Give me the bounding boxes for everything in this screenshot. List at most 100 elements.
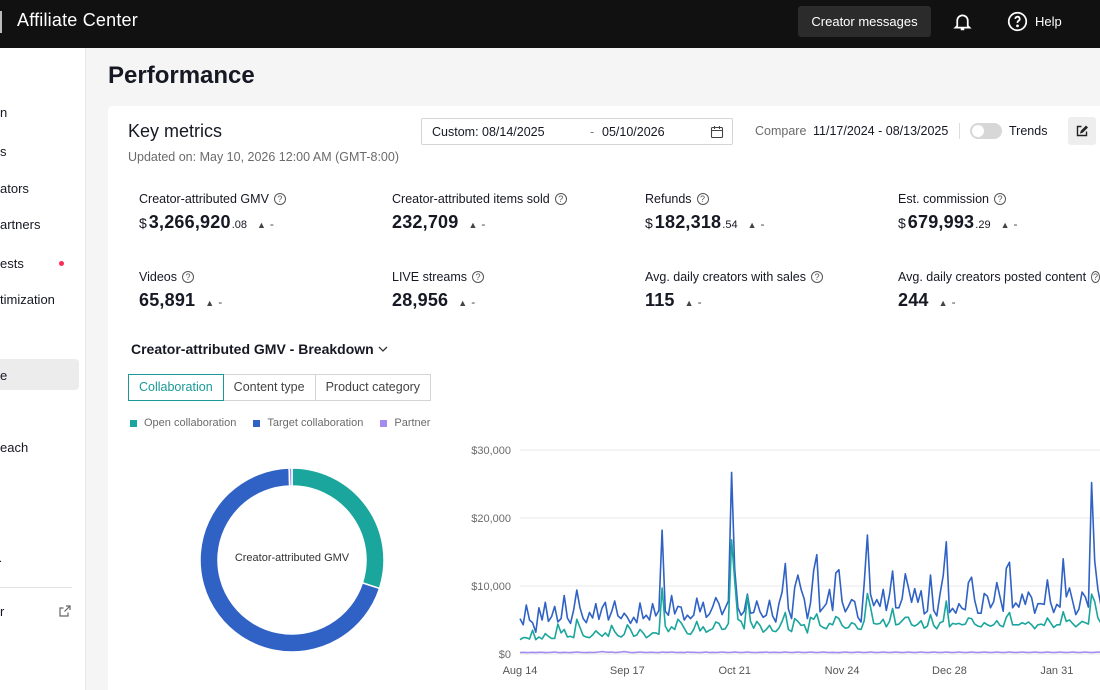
chart-legend: Open collaboration Target collaboration … — [130, 417, 447, 429]
trend-up-icon: ▲ — [938, 298, 948, 308]
metric-label: Refunds — [645, 192, 692, 206]
x-tick-label: Aug 14 — [503, 665, 538, 677]
sidebar-item[interactable]: r — [0, 604, 5, 619]
sidebar-item-active[interactable]: e — [0, 368, 8, 383]
metric-label: LIVE streams — [392, 270, 468, 284]
help-circle-icon[interactable] — [1007, 11, 1028, 32]
sidebar-item[interactable]: ests — [0, 256, 24, 271]
sidebar-item[interactable]: s — [0, 144, 7, 159]
toolbar-divider — [959, 123, 960, 139]
metric-decimal: .54 — [722, 219, 738, 231]
metric-value: 65,891 — [139, 290, 196, 310]
trends-label: Trends — [1009, 124, 1048, 138]
metric-gmv: Creator-attributed GMV? $3,266,920.08 ▲ - — [139, 192, 286, 233]
metric-decimal: .29 — [975, 219, 991, 231]
app-title: Affiliate Center — [17, 10, 138, 30]
info-icon[interactable]: ? — [182, 271, 194, 283]
sidebar-item[interactable]: timization — [0, 292, 55, 307]
tab-collaboration[interactable]: Collaboration — [128, 374, 224, 401]
trend-up-icon: ▲ — [468, 220, 478, 230]
metric-change: - — [481, 217, 486, 231]
metric-label: Avg. daily creators posted content — [898, 270, 1087, 284]
series-line[interactable] — [519, 539, 1100, 641]
x-tick-label: Nov 24 — [825, 665, 860, 677]
trend-up-icon: ▲ — [1000, 220, 1010, 230]
info-icon[interactable]: ? — [554, 193, 567, 205]
metric-change: - — [218, 295, 223, 309]
breakdown-dropdown[interactable]: Creator-attributed GMV - Breakdown — [131, 341, 388, 357]
toggle-knob — [972, 125, 984, 137]
edit-icon — [1076, 125, 1088, 137]
sidebar-item[interactable]: artners — [0, 217, 41, 232]
bell-icon[interactable] — [952, 11, 973, 32]
metric-change: - — [471, 295, 476, 309]
series-line[interactable] — [519, 471, 1100, 633]
x-tick-label: Dec 28 — [932, 665, 967, 677]
line-chart[interactable]: $0 $10,000 $20,000 $30,000 Aug 14 Sep 17 Oct 2… — [460, 440, 1100, 690]
tab-product-category[interactable]: Product category — [314, 374, 432, 401]
metric-value: 244 — [898, 290, 929, 310]
header-divider — [0, 11, 2, 33]
info-icon[interactable]: ? — [472, 271, 485, 283]
updated-timestamp: Updated on: May 10, 2026 12:00 AM (GMT-8… — [128, 150, 399, 164]
metric-change: - — [1013, 217, 1018, 231]
legend-item[interactable]: Target collaboration — [253, 417, 363, 429]
trend-up-icon: ▲ — [458, 298, 468, 308]
metric-change: - — [760, 217, 765, 231]
metric-change: - — [697, 295, 702, 309]
legend-item[interactable]: Open collaboration — [130, 417, 236, 429]
sidebar-item[interactable]: n — [0, 105, 8, 120]
metric-currency: $ — [898, 215, 906, 231]
creator-messages-button[interactable]: Creator messages — [798, 6, 931, 37]
x-tick-label: Sep 17 — [610, 665, 645, 677]
metric-label: Creator-attributed GMV — [139, 192, 269, 206]
date-end: 05/10/2026 — [602, 125, 665, 139]
chevron-down-icon — [378, 346, 388, 352]
breakdown-tabs: Collaboration Content type Product categ… — [128, 374, 432, 401]
x-tick-label: Oct 21 — [719, 665, 751, 677]
sidebar-divider — [0, 587, 72, 588]
info-icon[interactable]: ? — [273, 193, 286, 205]
external-link-icon[interactable] — [59, 605, 71, 617]
breakdown-title: Creator-attributed GMV - Breakdown — [131, 341, 374, 357]
metric-commission: Est. commission? $679,993.29 ▲ - — [898, 192, 1017, 233]
legend-label: Partner — [394, 417, 431, 429]
donut-slice[interactable] — [199, 467, 381, 653]
key-metrics-title: Key metrics — [128, 121, 223, 141]
info-icon[interactable]: ? — [696, 193, 709, 205]
compare-range[interactable]: 11/17/2024 - 08/13/2025 — [813, 124, 949, 138]
donut-slice[interactable] — [291, 467, 385, 590]
info-icon[interactable]: ? — [994, 193, 1006, 205]
info-icon[interactable]: ? — [810, 271, 823, 283]
metric-label: Videos — [139, 270, 177, 284]
metric-value: 232,709 — [392, 212, 459, 232]
edit-metrics-button[interactable] — [1068, 117, 1096, 145]
x-tick-label: Jan 31 — [1040, 665, 1073, 677]
metric-currency: $ — [645, 215, 653, 231]
tab-content-type[interactable]: Content type — [222, 374, 316, 401]
top-bar: Affiliate Center Creator messages Help — [0, 0, 1100, 48]
trends-toggle[interactable] — [970, 123, 1002, 139]
metric-value: 115 — [645, 290, 675, 310]
metric-change: - — [269, 217, 274, 231]
help-link[interactable]: Help — [1035, 14, 1062, 29]
info-icon[interactable]: ? — [1091, 271, 1100, 283]
donut-chart[interactable] — [190, 458, 394, 662]
sidebar-item[interactable]: ators — [0, 181, 29, 196]
sidebar-item[interactable]: each — [0, 440, 29, 455]
legend-swatch — [130, 419, 137, 427]
donut-slice[interactable] — [288, 467, 293, 487]
date-range-picker[interactable]: Custom: 08/14/2025 - 05/10/2026 — [421, 118, 733, 145]
trend-up-icon: ▲ — [747, 220, 757, 230]
notification-dot — [59, 261, 64, 266]
metric-value: 28,956 — [392, 290, 449, 310]
legend-label: Target collaboration — [267, 417, 364, 429]
donut-center-label: Creator-attributed GMV — [234, 552, 350, 564]
y-tick-label: $10,000 — [471, 581, 511, 593]
y-tick-label: $30,000 — [471, 445, 511, 457]
y-tick-label: $20,000 — [471, 513, 511, 525]
metric-videos: Videos? 65,891 ▲ - — [139, 270, 222, 311]
legend-item[interactable]: Partner — [380, 417, 430, 429]
series-line[interactable] — [519, 650, 1100, 654]
sidebar-mark: . — [0, 553, 2, 565]
